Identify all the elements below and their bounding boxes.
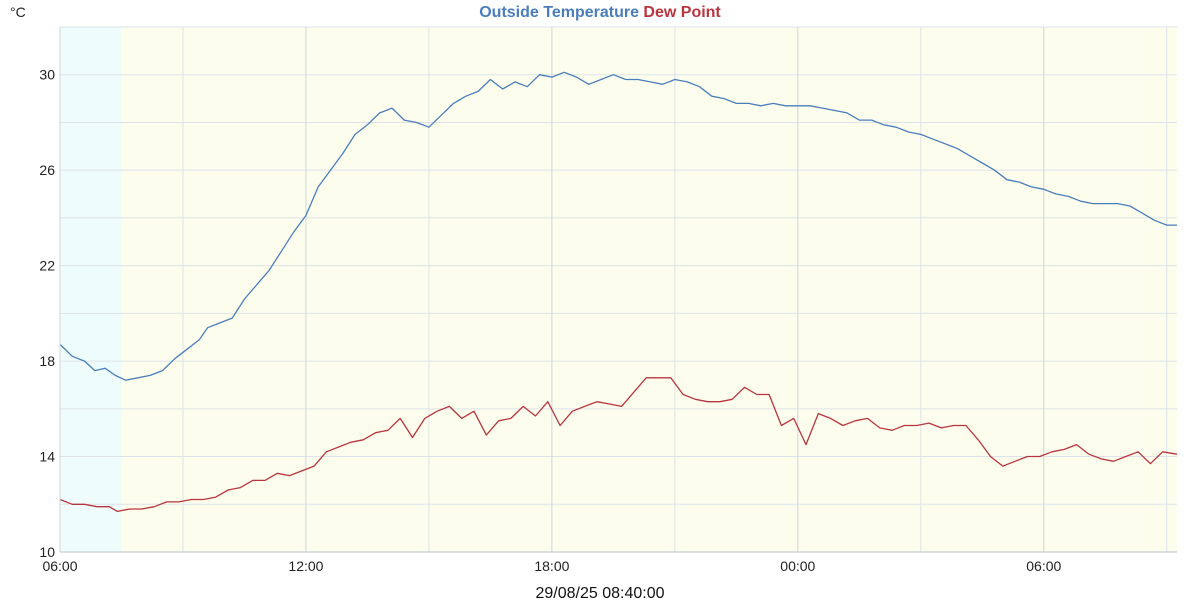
y-tick-label: 26 [39, 162, 55, 178]
series-lines [59, 71, 1178, 513]
y-tick-label: 10 [39, 544, 55, 560]
y-tick-label: 14 [39, 449, 55, 465]
x-tick-label: 00:00 [780, 558, 815, 574]
series-line-dew-point [59, 377, 1178, 513]
footer-timestamp: 29/08/25 08:40:00 [535, 585, 664, 600]
y-tick-label: 18 [39, 353, 55, 369]
day-night-bands [60, 27, 1178, 552]
x-tick-label: 06:00 [1026, 558, 1061, 574]
y-tick-label: 22 [39, 258, 55, 274]
chart-title: Outside Temperature Dew Point [479, 4, 721, 21]
x-tick-label: 12:00 [288, 558, 323, 574]
grid [60, 26, 1177, 552]
x-tick-label: 06:00 [42, 558, 77, 574]
axes: 10 14 18 22 26 30 06:00 12:00 18:00 00:00 06:00 [39, 27, 1177, 574]
title-dew-point: Dew Point [643, 4, 721, 21]
y-axis-unit: °C [10, 4, 26, 20]
y-tick-label: 30 [39, 67, 55, 83]
title-outside-temperature: Outside Temperature [479, 4, 639, 21]
background-band-0 [60, 27, 122, 552]
x-tick-label: 18:00 [534, 558, 569, 574]
series-line-outside-temperature [59, 71, 1177, 381]
